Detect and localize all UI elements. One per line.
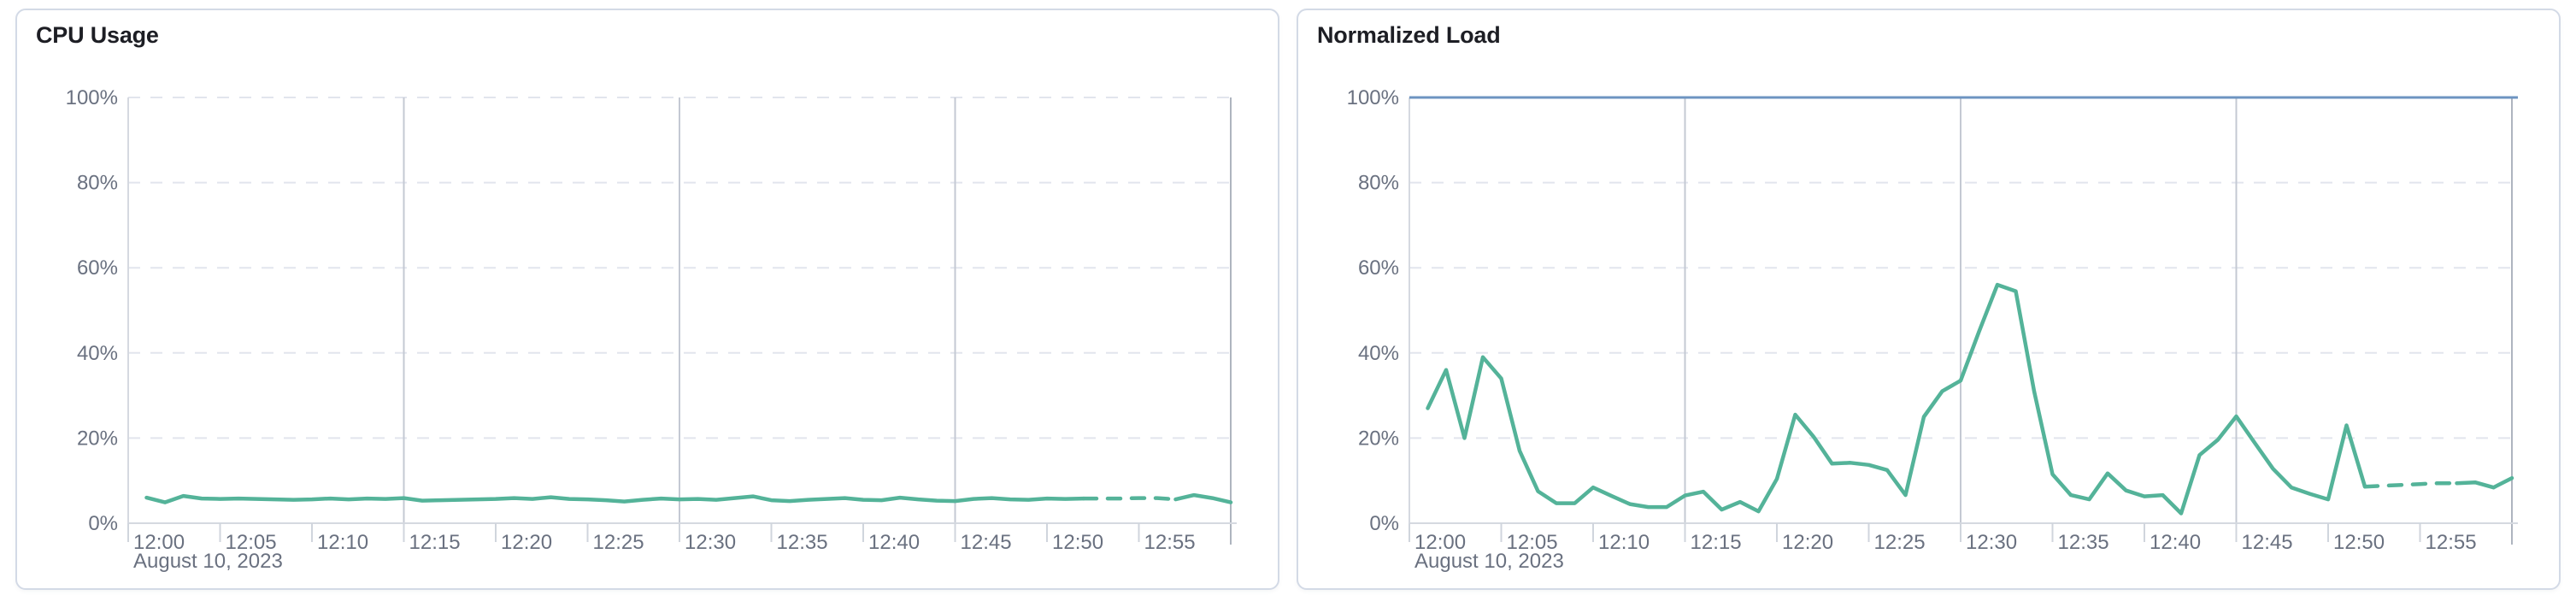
x-axis-label: 12:55 [2426,531,2477,554]
x-axis-label: 12:50 [2333,531,2385,554]
y-axis-label: 80% [1358,172,1399,195]
series-line-normalized-load [1426,282,2367,516]
x-axis-label: 12:35 [777,531,828,554]
x-axis-label: 12:45 [961,531,1012,554]
y-axis-label: 0% [88,512,118,535]
x-axis-label: 12:40 [868,531,920,554]
x-axis-label: 12:10 [317,531,368,554]
y-axis-label: 20% [77,427,118,450]
y-axis-label: 100% [66,86,118,109]
x-axis-label: 12:10 [1598,531,1650,554]
x-axis-label: 12:30 [1966,531,2017,554]
y-axis-label: 60% [1358,256,1399,280]
cpu-usage-chart[interactable]: 0% 20% 40% 60% 80% 100% 12:00 12:05 12:10 12:15 12… [17,10,1278,588]
series-line-normalized-load [2455,475,2514,490]
y-axis-label: 80% [77,172,118,195]
series-line-cpu-usage-forecast [1081,496,1178,502]
y-axis-label: 20% [1358,427,1399,450]
chart-canvas: 0% 20% 40% 60% 80% 100% 12:00 12:05 12:10 12:15 12… [1347,86,2518,573]
x-axis-label: 12:05 [226,531,277,554]
x-axis-label: 12:15 [1691,531,1742,554]
chart-canvas: 0% 20% 40% 60% 80% 100% 12:00 12:05 12:10 12:15 12… [66,86,1237,573]
panel-title: CPU Usage [36,22,159,48]
y-axis-label: 100% [1347,86,1399,109]
panel-cpu-usage: 0% 20% 40% 60% 80% 100% 12:00 12:05 12:10 12:15 12… [15,9,1279,590]
x-axis-label: 12:45 [2242,531,2293,554]
y-axis-label: 0% [1369,512,1399,535]
y-axis-label: 60% [77,256,118,280]
x-axis-label: 12:35 [2058,531,2109,554]
x-axis-label: 12:20 [1782,531,1833,554]
x-axis-label: 12:25 [1874,531,1926,554]
x-axis-date-label: August 10, 2023 [1414,550,1564,573]
x-axis-label: 12:40 [2150,531,2201,554]
x-axis-label: 12:00 [1414,531,1466,554]
x-axis-label: 12:05 [1507,531,1558,554]
series-line-cpu-usage [144,493,1086,504]
x-axis-label: 12:15 [409,531,461,554]
x-axis-label: 12:25 [593,531,644,554]
x-axis-date-label: August 10, 2023 [133,550,283,573]
panel-title: Normalized Load [1317,22,1501,48]
normalized-load-chart[interactable]: 0% 20% 40% 60% 80% 100% 12:00 12:05 12:10 12:15 12… [1298,10,2559,588]
x-axis-label: 12:00 [133,531,185,554]
series-line-normalized-load-forecast [2362,480,2459,489]
x-axis-label: 12:50 [1052,531,1103,554]
y-axis-label: 40% [77,342,118,365]
x-axis-label: 12:20 [501,531,552,554]
panel-normalized-load: 0% 20% 40% 60% 80% 100% 12:00 12:05 12:10 12:15 12… [1297,9,2561,590]
x-axis-label: 12:55 [1144,531,1196,554]
series-line-cpu-usage [1173,492,1233,504]
y-axis-label: 40% [1358,342,1399,365]
x-axis-label: 12:30 [685,531,736,554]
